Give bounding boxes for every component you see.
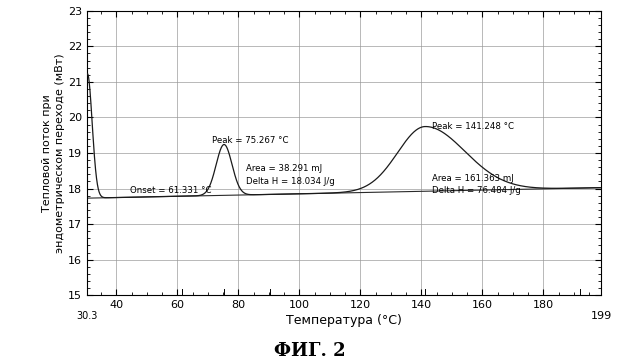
Text: 199: 199 <box>591 311 612 321</box>
Text: Area = 38.291 mJ
Delta H = 18.034 J/g: Area = 38.291 mJ Delta H = 18.034 J/g <box>246 165 335 186</box>
Text: Onset = 61.331 °C: Onset = 61.331 °C <box>130 186 211 195</box>
Text: ФИГ. 2: ФИГ. 2 <box>274 342 346 360</box>
Text: 30.3: 30.3 <box>76 311 97 321</box>
Text: Peak = 141.248 °C: Peak = 141.248 °C <box>432 122 514 131</box>
Y-axis label: Тепловой поток при
эндометрическом переходе (мВт): Тепловой поток при эндометрическом перех… <box>42 53 65 253</box>
Text: Peak = 75.267 °C: Peak = 75.267 °C <box>213 136 289 145</box>
X-axis label: Температура (°C): Температура (°C) <box>286 314 402 327</box>
Text: Area = 161.363 mJ
Delta H = 76.484 J/g: Area = 161.363 mJ Delta H = 76.484 J/g <box>432 174 521 195</box>
